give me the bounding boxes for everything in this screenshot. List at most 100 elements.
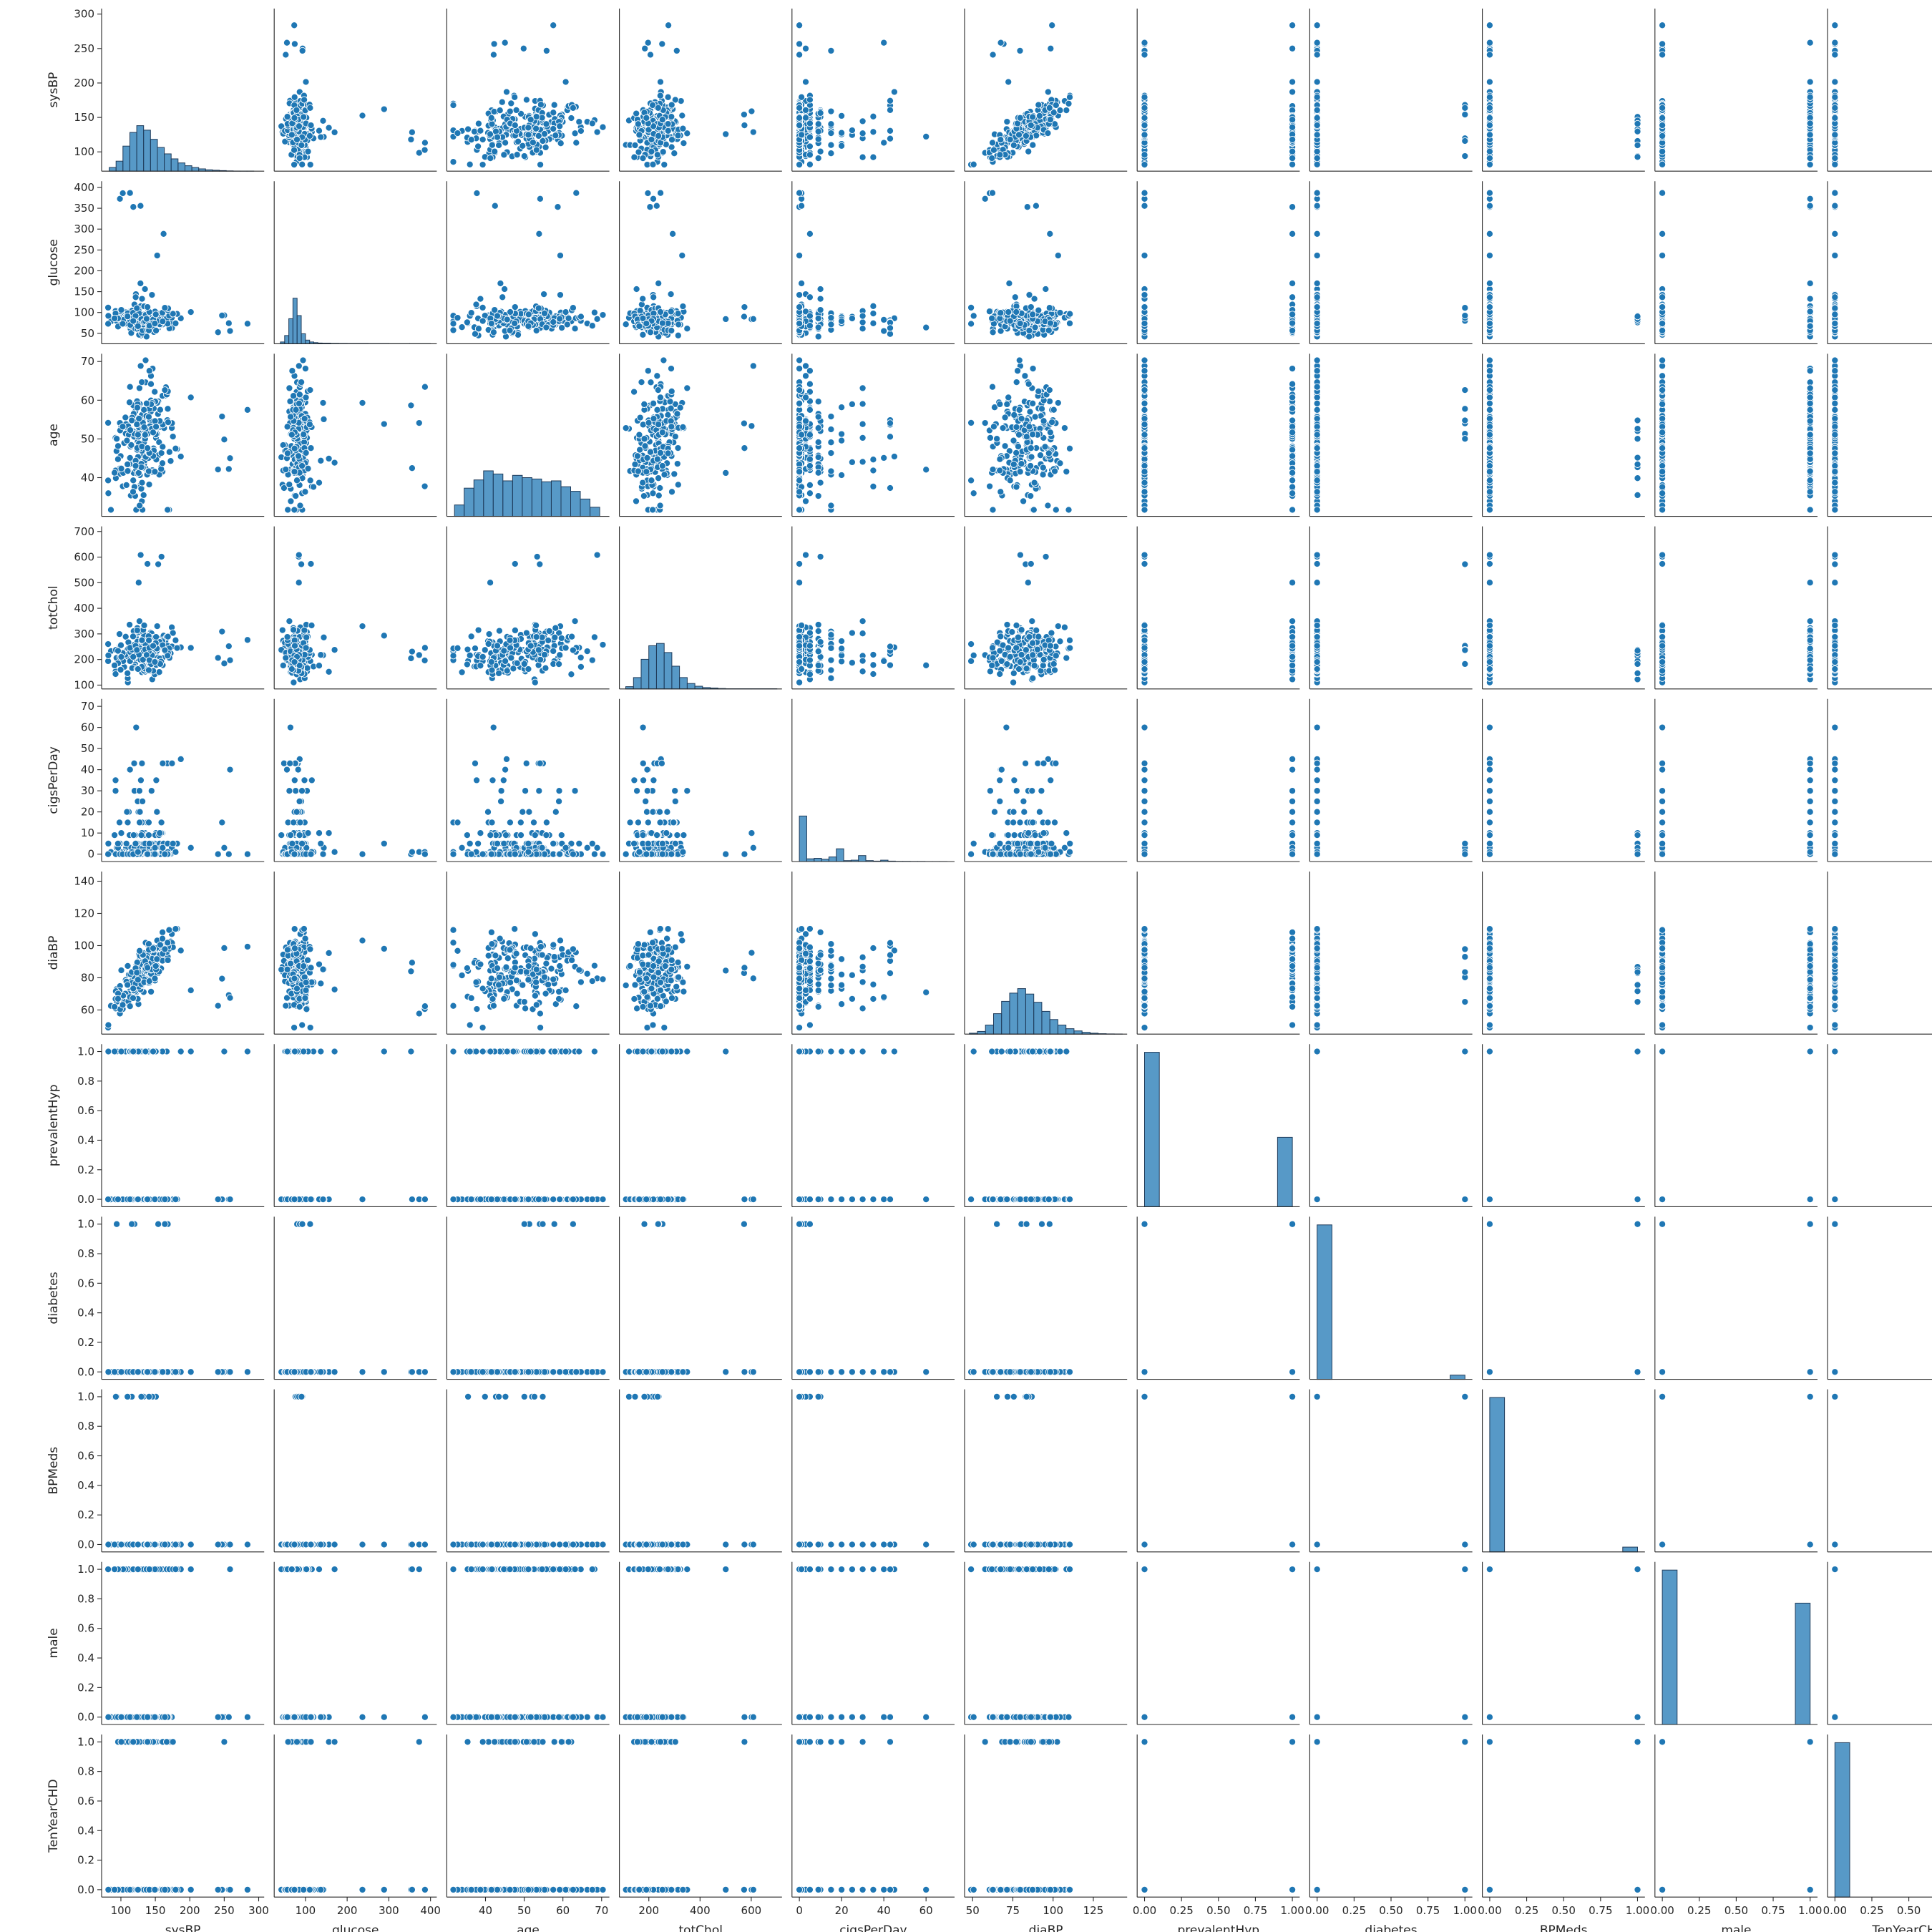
y-axis-title-age: age bbox=[47, 424, 61, 447]
scatter-point bbox=[599, 311, 607, 319]
scatter-point bbox=[599, 123, 607, 131]
scatter-point bbox=[1831, 155, 1839, 162]
scatter-point bbox=[1031, 323, 1039, 331]
scatter-point bbox=[563, 321, 571, 328]
scatter-point bbox=[295, 122, 303, 130]
scatter-point bbox=[814, 314, 822, 322]
scatter-point bbox=[507, 99, 515, 107]
scatter-point bbox=[487, 114, 495, 122]
scatter-point bbox=[522, 96, 530, 104]
scatter-point bbox=[489, 51, 497, 59]
scatter-point bbox=[1141, 122, 1148, 130]
y-axis-title-glucose: glucose bbox=[47, 239, 61, 286]
scatter-point bbox=[160, 230, 167, 238]
scatter-point bbox=[1141, 252, 1148, 260]
scatter-point bbox=[1013, 308, 1020, 316]
scatter-point bbox=[130, 477, 137, 484]
scatter-point bbox=[511, 122, 519, 130]
scatter-point bbox=[630, 153, 638, 161]
scatter-point bbox=[138, 479, 146, 487]
scatter-point bbox=[493, 312, 502, 320]
scatter-point bbox=[134, 322, 142, 330]
scatter-point bbox=[499, 293, 507, 301]
scatter-point bbox=[472, 301, 480, 308]
scatter-point bbox=[557, 140, 565, 147]
scatter-point bbox=[571, 325, 579, 333]
scatter-point bbox=[1141, 114, 1148, 122]
scatter-point bbox=[525, 131, 532, 139]
scatter-point bbox=[827, 141, 835, 149]
scatter-point bbox=[665, 21, 673, 29]
scatter-point bbox=[749, 315, 757, 323]
scatter-point bbox=[141, 285, 149, 293]
scatter-point bbox=[1005, 308, 1013, 316]
scatter-point bbox=[970, 160, 977, 168]
scatter-point bbox=[119, 423, 127, 431]
scatter-point bbox=[479, 317, 487, 325]
scatter-point bbox=[317, 133, 325, 141]
scatter-point bbox=[407, 401, 415, 409]
scatter-point bbox=[119, 320, 127, 328]
scatter-point bbox=[1022, 132, 1030, 140]
scatter-point bbox=[113, 435, 121, 443]
scatter-point bbox=[503, 316, 511, 323]
scatter-point bbox=[156, 406, 164, 414]
scatter-point bbox=[1045, 304, 1053, 312]
scatter-point bbox=[315, 127, 323, 135]
scatter-point bbox=[1016, 47, 1024, 54]
scatter-point bbox=[1313, 21, 1321, 29]
scatter-point bbox=[488, 141, 496, 149]
scatter-point bbox=[493, 133, 502, 141]
scatter-point bbox=[466, 160, 474, 168]
scatter-point bbox=[1035, 101, 1043, 109]
scatter-point bbox=[886, 324, 894, 332]
scatter-point bbox=[1831, 93, 1839, 101]
scatter-point bbox=[869, 319, 877, 327]
scatter-point bbox=[1025, 147, 1033, 155]
scatter-point bbox=[1141, 104, 1148, 112]
scatter-point bbox=[532, 326, 540, 335]
scatter-point bbox=[331, 128, 338, 136]
panel-age-vs-glucose bbox=[273, 353, 437, 517]
scatter-point bbox=[649, 160, 657, 168]
y-tick-label: 200 bbox=[74, 77, 94, 89]
y-tick-label: 150 bbox=[74, 111, 94, 124]
scatter-point bbox=[525, 322, 532, 330]
scatter-point bbox=[104, 419, 112, 426]
panel-sys-bp-vs-dia-bp bbox=[964, 9, 1128, 172]
scatter-point bbox=[479, 303, 487, 311]
hist-bar-sys-bp bbox=[115, 160, 124, 172]
scatter-point bbox=[680, 140, 688, 147]
scatter-point bbox=[1806, 78, 1814, 86]
scatter-point bbox=[1806, 161, 1814, 169]
scatter-point bbox=[1025, 291, 1033, 299]
scatter-point bbox=[288, 131, 296, 139]
scatter-point bbox=[489, 328, 497, 336]
scatter-point bbox=[477, 295, 484, 303]
scatter-point bbox=[298, 47, 306, 54]
scatter-point bbox=[1659, 21, 1667, 29]
scatter-point bbox=[970, 312, 977, 320]
scatter-point bbox=[126, 383, 134, 391]
scatter-point bbox=[214, 328, 222, 336]
scatter-point bbox=[513, 151, 521, 159]
scatter-point bbox=[827, 107, 835, 115]
scatter-point bbox=[1659, 160, 1667, 168]
scatter-point bbox=[796, 104, 804, 112]
scatter-point bbox=[1289, 311, 1297, 318]
scatter-point bbox=[801, 106, 810, 114]
scatter-point bbox=[1048, 21, 1056, 29]
scatter-point bbox=[1010, 141, 1018, 150]
scatter-point bbox=[572, 189, 580, 197]
scatter-point bbox=[449, 326, 457, 334]
scatter-point bbox=[458, 323, 466, 331]
scatter-point bbox=[148, 291, 156, 299]
scatter-point bbox=[161, 304, 169, 312]
scatter-point bbox=[319, 117, 327, 125]
scatter-point bbox=[145, 481, 153, 489]
scatter-point bbox=[648, 147, 655, 155]
scatter-point bbox=[1011, 293, 1019, 301]
scatter-point bbox=[1806, 295, 1814, 303]
scatter-point bbox=[989, 51, 997, 59]
scatter-point bbox=[664, 120, 672, 128]
